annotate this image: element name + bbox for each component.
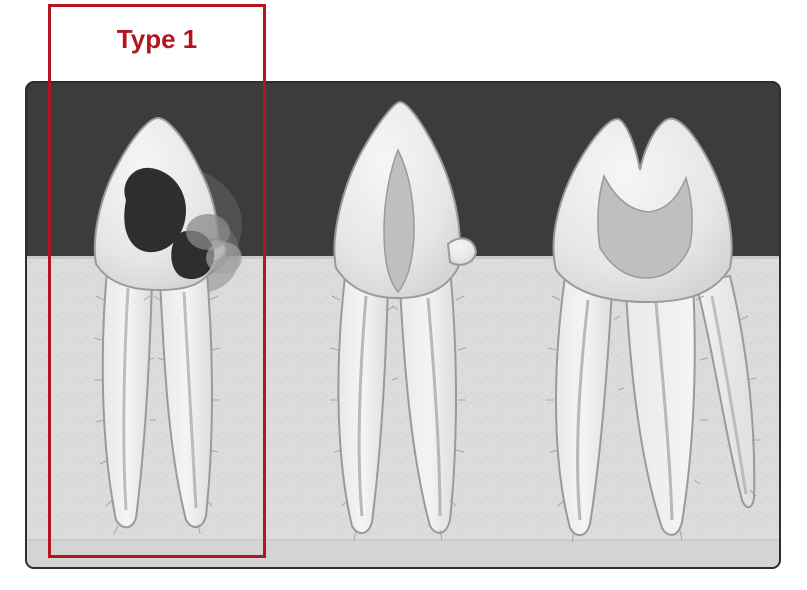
diagram-canvas: Type 1 (0, 0, 807, 590)
teeth-illustration (0, 0, 807, 590)
